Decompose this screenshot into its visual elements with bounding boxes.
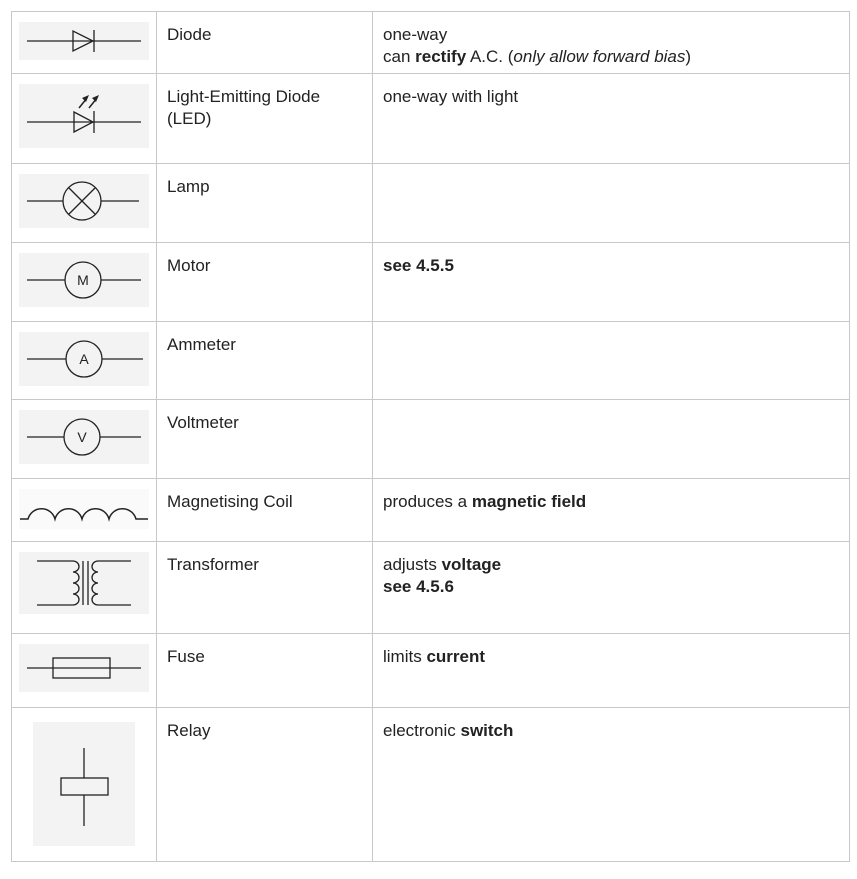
voltmeter-letter: V xyxy=(77,429,87,445)
description-segment: one-way with light xyxy=(383,87,519,106)
description-line: one-way xyxy=(383,24,839,46)
description-line: limits current xyxy=(383,646,839,668)
description-segment: A.C. ( xyxy=(466,47,514,66)
description-segment: current xyxy=(426,647,486,666)
description-segment: one-way xyxy=(383,25,448,44)
table-row: Magnetising Coil produces a magnetic fie… xyxy=(11,478,850,542)
symbol-cell xyxy=(11,541,157,634)
component-name-line: Fuse xyxy=(167,647,205,666)
component-description: adjusts voltage see 4.5.6 xyxy=(372,541,850,634)
magnetising-coil-icon xyxy=(19,489,149,529)
description-line: produces a magnetic field xyxy=(383,491,839,513)
description-segment: can xyxy=(383,47,416,66)
description-segment: magnetic field xyxy=(471,492,587,511)
component-name: Diode xyxy=(156,11,373,74)
component-name: Light-Emitting Diode (LED) xyxy=(156,73,373,164)
component-name-line: Transformer xyxy=(167,555,259,574)
component-name: Motor xyxy=(156,242,373,322)
fuse-icon xyxy=(19,644,149,692)
description-line: see 4.5.6 xyxy=(383,576,839,598)
component-name-line: Ammeter xyxy=(167,335,236,354)
component-description: one-way with light xyxy=(372,73,850,164)
table-row: Transformer adjusts voltage see 4.5.6 xyxy=(11,541,850,634)
component-description: electronic switch xyxy=(372,707,850,862)
component-description: see 4.5.5 xyxy=(372,242,850,322)
component-description: produces a magnetic field xyxy=(372,478,850,542)
component-name-line: Motor xyxy=(167,256,211,275)
table-row: Fuse limits current xyxy=(11,633,850,708)
motor-icon: M xyxy=(19,253,149,307)
ammeter-letter: A xyxy=(79,351,89,367)
description-segment: produces a xyxy=(383,492,472,511)
ammeter-icon: A xyxy=(19,332,149,386)
symbol-cell: V xyxy=(11,399,157,479)
component-name: Voltmeter xyxy=(156,399,373,479)
component-name-line: Magnetising Coil xyxy=(167,492,293,511)
description-line: one-way with light xyxy=(383,86,839,108)
component-description xyxy=(372,163,850,243)
led-icon xyxy=(19,84,149,148)
description-line: electronic switch xyxy=(383,720,839,742)
symbol-cell xyxy=(11,478,157,542)
component-name-line: Voltmeter xyxy=(167,413,239,432)
component-name-line: (LED) xyxy=(167,109,212,128)
description-segment: see 4.5.5 xyxy=(383,256,454,275)
description-line: see 4.5.5 xyxy=(383,255,839,277)
description-segment: only allow forward bias xyxy=(513,47,686,66)
lamp-icon xyxy=(19,174,149,228)
description-line: adjusts voltage xyxy=(383,554,839,576)
symbol-cell xyxy=(11,11,157,74)
motor-letter: M xyxy=(77,272,89,288)
table-row: Light-Emitting Diode (LED) one-way with l… xyxy=(11,73,850,164)
component-name: Lamp xyxy=(156,163,373,243)
description-segment: rectify xyxy=(415,47,467,66)
symbol-cell xyxy=(11,633,157,708)
voltmeter-icon: V xyxy=(19,410,149,464)
symbol-cell: M xyxy=(11,242,157,322)
table-row: M Motor see 4.5.5 xyxy=(11,242,850,322)
transformer-icon xyxy=(19,552,149,614)
component-name: Magnetising Coil xyxy=(156,478,373,542)
table-row: Relay electronic switch xyxy=(11,707,850,862)
description-segment: limits xyxy=(383,647,427,666)
symbol-cell xyxy=(11,73,157,164)
table-row: A Ammeter xyxy=(11,321,850,400)
component-name-line: Diode xyxy=(167,25,212,44)
description-segment: electronic xyxy=(383,721,461,740)
symbol-cell: A xyxy=(11,321,157,400)
description-segment: ) xyxy=(685,47,692,66)
description-segment: switch xyxy=(460,721,514,740)
component-name: Transformer xyxy=(156,541,373,634)
symbol-cell xyxy=(11,163,157,243)
component-name: Relay xyxy=(156,707,373,862)
component-name-line: Lamp xyxy=(167,177,210,196)
component-description: limits current xyxy=(372,633,850,708)
table-row: Lamp xyxy=(11,163,850,243)
description-segment: see 4.5.6 xyxy=(383,577,454,596)
table-row: Diode one-way can rectify A.C. (only allo… xyxy=(11,11,850,74)
component-name-line: Light-Emitting Diode xyxy=(167,87,321,106)
component-description: one-way can rectify A.C. (only allow forw… xyxy=(372,11,850,74)
component-name: Ammeter xyxy=(156,321,373,400)
diode-icon xyxy=(19,22,149,60)
description-line: can rectify A.C. (only allow forward bia… xyxy=(383,46,839,68)
circuit-symbols-table: Diode one-way can rectify A.C. (only allo… xyxy=(11,11,850,862)
table-row: V Voltmeter xyxy=(11,399,850,479)
description-segment: adjusts xyxy=(383,555,442,574)
relay-icon xyxy=(33,722,135,846)
component-description xyxy=(372,399,850,479)
symbol-cell xyxy=(11,707,157,862)
component-description xyxy=(372,321,850,400)
component-name-line: Relay xyxy=(167,721,211,740)
component-name: Fuse xyxy=(156,633,373,708)
description-segment: voltage xyxy=(441,555,502,574)
